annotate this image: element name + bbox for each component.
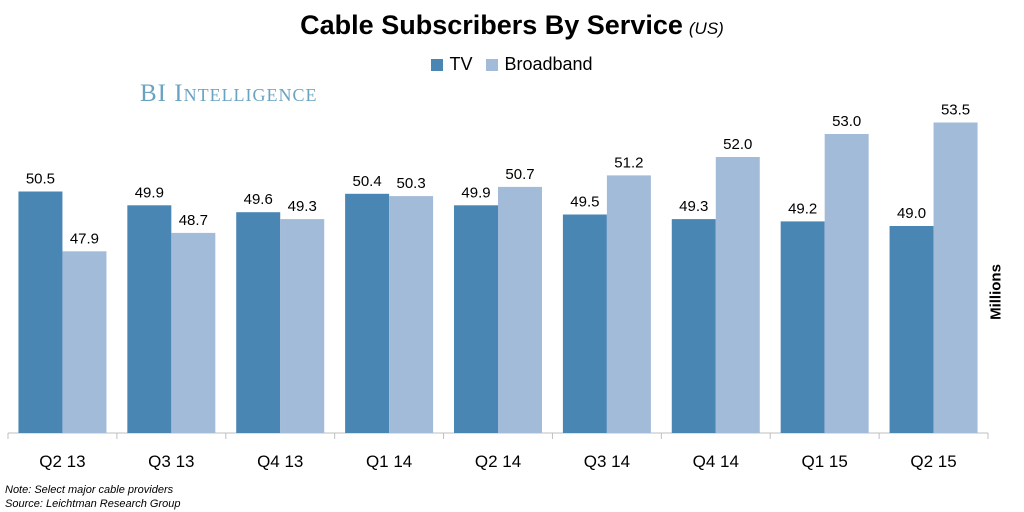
data-label-broadband-q3-14: 51.2 — [614, 154, 643, 171]
x-tick-label-q3-14: Q3 14 — [584, 452, 630, 471]
bar-broadband-q1-14 — [389, 196, 434, 433]
x-tick-label-q4-14: Q4 14 — [693, 452, 739, 471]
legend: TV Broadband — [0, 54, 1024, 75]
brand-logo: BI Intelligence — [140, 80, 318, 107]
legend-item-broadband: Broadband — [486, 54, 593, 75]
bar-broadband-q2-13 — [62, 251, 107, 433]
bar-tv-q1-15 — [780, 221, 825, 433]
data-label-broadband-q2-14: 50.7 — [505, 166, 534, 183]
x-tick-label-q2-13: Q2 13 — [39, 452, 85, 471]
source-text: Source: Leichtman Research Group — [5, 498, 181, 510]
bar-broadband-q3-13 — [171, 232, 216, 433]
legend-item-tv: TV — [431, 54, 472, 75]
bar-tv-q2-13 — [18, 191, 63, 433]
x-tick-label-q1-15: Q1 15 — [802, 452, 848, 471]
x-tick-label-q2-15: Q2 15 — [910, 452, 956, 471]
x-tick-label-q3-13: Q3 13 — [148, 452, 194, 471]
data-label-tv-q1-14: 50.4 — [353, 173, 382, 190]
data-label-tv-q2-15: 49.0 — [897, 205, 926, 222]
bar-tv-q2-15 — [889, 226, 934, 433]
legend-swatch-tv — [431, 58, 444, 71]
data-label-tv-q1-15: 49.2 — [788, 200, 817, 217]
bar-broadband-q2-15 — [933, 122, 978, 433]
note-text: Note: Select major cable providers — [5, 484, 174, 496]
x-tick-label-q4-13: Q4 13 — [257, 452, 303, 471]
data-label-tv-q2-14: 49.9 — [461, 184, 490, 201]
data-label-tv-q3-14: 49.5 — [570, 194, 599, 211]
data-label-broadband-q3-13: 48.7 — [179, 212, 208, 229]
bar-broadband-q4-14 — [715, 157, 760, 433]
data-label-broadband-q2-13: 47.9 — [70, 230, 99, 247]
bar-tv-q3-14 — [562, 214, 607, 433]
data-label-broadband-q4-14: 52.0 — [723, 136, 752, 153]
footnotes: Note: Select major cable providers Sourc… — [5, 483, 180, 511]
data-label-broadband-q1-14: 50.3 — [397, 175, 426, 192]
legend-label-broadband: Broadband — [504, 54, 593, 74]
bar-tv-q4-14 — [671, 219, 716, 433]
x-tick-label-q2-14: Q2 14 — [475, 452, 521, 471]
x-tick-label-q1-14: Q1 14 — [366, 452, 412, 471]
data-label-tv-q2-13: 50.5 — [26, 171, 55, 188]
chart-subtitle: (US) — [688, 19, 724, 38]
data-label-tv-q4-13: 49.6 — [244, 191, 273, 208]
data-label-tv-q3-13: 49.9 — [135, 184, 164, 201]
bar-broadband-q4-13 — [280, 219, 325, 433]
data-label-tv-q4-14: 49.3 — [679, 198, 708, 215]
bar-tv-q4-13 — [236, 212, 281, 433]
chart-title-text: Cable Subscribers By Service — [300, 10, 683, 40]
bar-broadband-q1-15 — [824, 134, 869, 433]
data-label-broadband-q1-15: 53.0 — [832, 113, 861, 130]
data-label-broadband-q4-13: 49.3 — [288, 198, 317, 215]
bar-tv-q2-14 — [454, 205, 498, 433]
chart-title: Cable Subscribers By Service (US) — [0, 10, 1024, 41]
bar-broadband-q3-14 — [606, 175, 651, 433]
bar-tv-q3-13 — [127, 205, 172, 433]
bar-tv-q1-14 — [345, 193, 390, 433]
data-label-broadband-q2-15: 53.5 — [941, 102, 970, 119]
bar-broadband-q2-14 — [498, 186, 542, 433]
legend-swatch-broadband — [486, 58, 499, 71]
legend-label-tv: TV — [449, 54, 473, 74]
